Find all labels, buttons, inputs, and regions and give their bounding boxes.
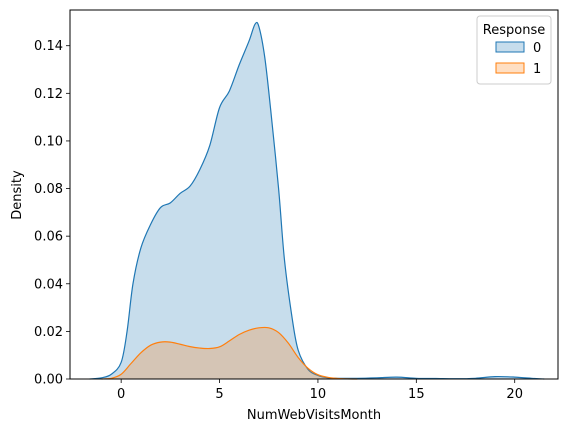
y-tick-label: 0.14: [34, 39, 63, 54]
x-tick-label: 20: [506, 387, 523, 402]
axes-frame: [69, 9, 559, 380]
series-0-area: [89, 22, 545, 380]
x-axis-label: NumWebVisitsMonth: [247, 408, 381, 423]
series-1-line: [101, 326, 358, 380]
x-tick-label: 15: [408, 387, 425, 402]
y-tick-label: 0.00: [34, 373, 63, 388]
legend-swatch-1: [495, 62, 525, 74]
legend-label-0: 0: [533, 41, 541, 56]
legend-swatch-0: [495, 41, 525, 53]
y-tick-label: 0.06: [34, 230, 63, 245]
plot-area: [89, 21, 545, 380]
legend-label-1: 1: [533, 62, 541, 77]
series-0-line: [89, 21, 545, 380]
y-tick-label: 0.12: [34, 87, 63, 102]
legend-title: Response: [483, 23, 545, 38]
y-tick-label: 0.08: [34, 182, 63, 197]
x-tick-label: 5: [215, 387, 223, 402]
x-tick-label: 0: [117, 387, 125, 402]
y-tick-label: 0.02: [34, 325, 63, 340]
legend: Response 0 1: [476, 15, 552, 85]
x-tick-label: 10: [310, 387, 327, 402]
y-axis: 0.00 0.02 0.04 0.06 0.08 0.10 0.12 0.14: [34, 39, 70, 388]
y-tick-label: 0.10: [34, 134, 63, 149]
x-axis: 0 5 10 15 20: [117, 379, 523, 402]
y-tick-label: 0.04: [34, 277, 63, 292]
series-1-area: [101, 327, 358, 379]
y-axis-label: Density: [10, 170, 25, 220]
